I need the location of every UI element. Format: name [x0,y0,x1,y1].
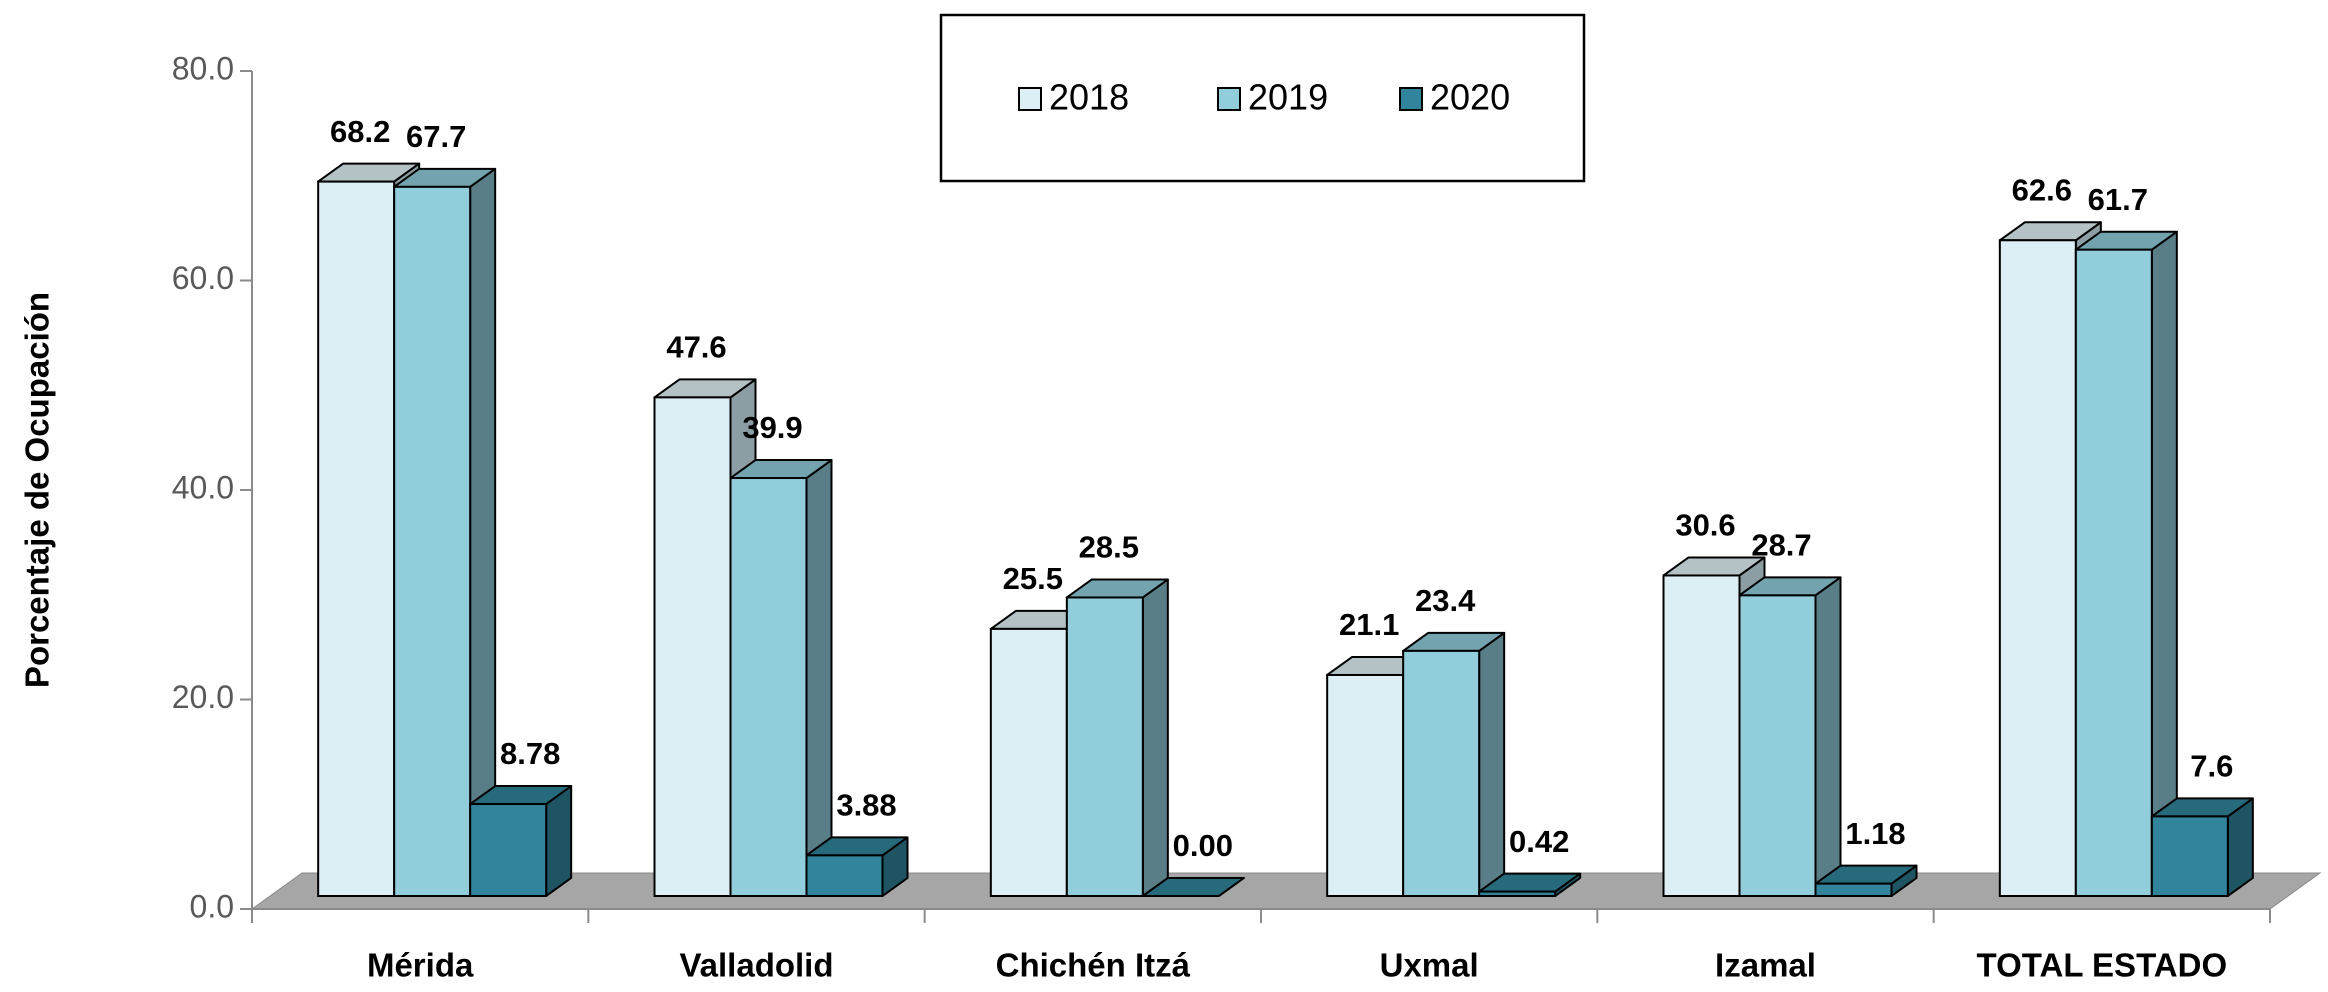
bar [393,185,472,897]
data-label: 47.6 [666,330,726,365]
bar [1998,239,2077,897]
bar [805,854,884,897]
x-tick-label: TOTAL ESTADO [1977,947,2228,984]
bar [2150,815,2229,898]
bar-side [1814,576,1842,897]
data-label: 21.1 [1339,607,1399,642]
x-tick-label: Izamal [1715,947,1816,984]
legend-label: 2019 [1248,77,1328,118]
bar [1478,890,1557,898]
y-tick-label: 60.0 [172,260,234,296]
bar-side [1478,631,1506,897]
data-label: 28.7 [1751,528,1811,563]
x-tick-label: Uxmal [1380,947,1479,984]
bar [1326,673,1405,897]
bar [2074,248,2153,897]
data-label: 0.00 [1173,828,1233,863]
bar [653,396,732,897]
data-label: 25.5 [1003,561,1063,596]
data-label: 7.6 [2190,749,2233,784]
y-axis-label: Porcentaje de Ocupación [19,292,56,688]
legend-label: 2018 [1049,77,1129,118]
y-tick-label: 20.0 [172,679,234,715]
x-tick-label: Valladolid [679,947,833,984]
data-label: 28.5 [1079,530,1139,565]
data-label: 67.7 [406,119,466,154]
data-label: 62.6 [2012,172,2072,207]
legend-swatch [1399,87,1423,111]
y-tick-label: 40.0 [172,469,234,505]
data-label: 39.9 [742,410,802,445]
legend-label: 2020 [1430,77,1510,118]
data-label: 0.42 [1509,824,1569,859]
bar [1065,596,1144,898]
x-tick-label: Mérida [367,947,474,984]
legend-swatch [1217,87,1241,111]
bar [1402,649,1481,898]
bar [989,627,1068,897]
y-tick-label: 80.0 [172,50,234,86]
bar-side [805,459,833,897]
bar [317,180,396,898]
data-label: 68.2 [330,114,390,149]
bar [1738,594,1817,897]
bar-side [469,167,497,897]
data-label: 1.18 [1845,816,1905,851]
data-label: 8.78 [500,736,560,771]
x-tick-label: Chichén Itzá [996,947,1191,984]
bar [1814,882,1893,898]
data-label: 61.7 [2088,182,2148,217]
bar [469,803,548,897]
bar-side [1141,578,1169,897]
bar [729,477,808,897]
bar-top [1141,877,1245,897]
legend-box [939,13,1586,183]
data-label: 3.88 [836,788,896,823]
bar [1662,574,1741,898]
y-tick-label: 0.0 [190,888,234,924]
bar-side [2150,230,2178,897]
data-label: 30.6 [1675,508,1735,543]
legend-swatch [1018,87,1042,111]
data-label: 23.4 [1415,583,1476,618]
